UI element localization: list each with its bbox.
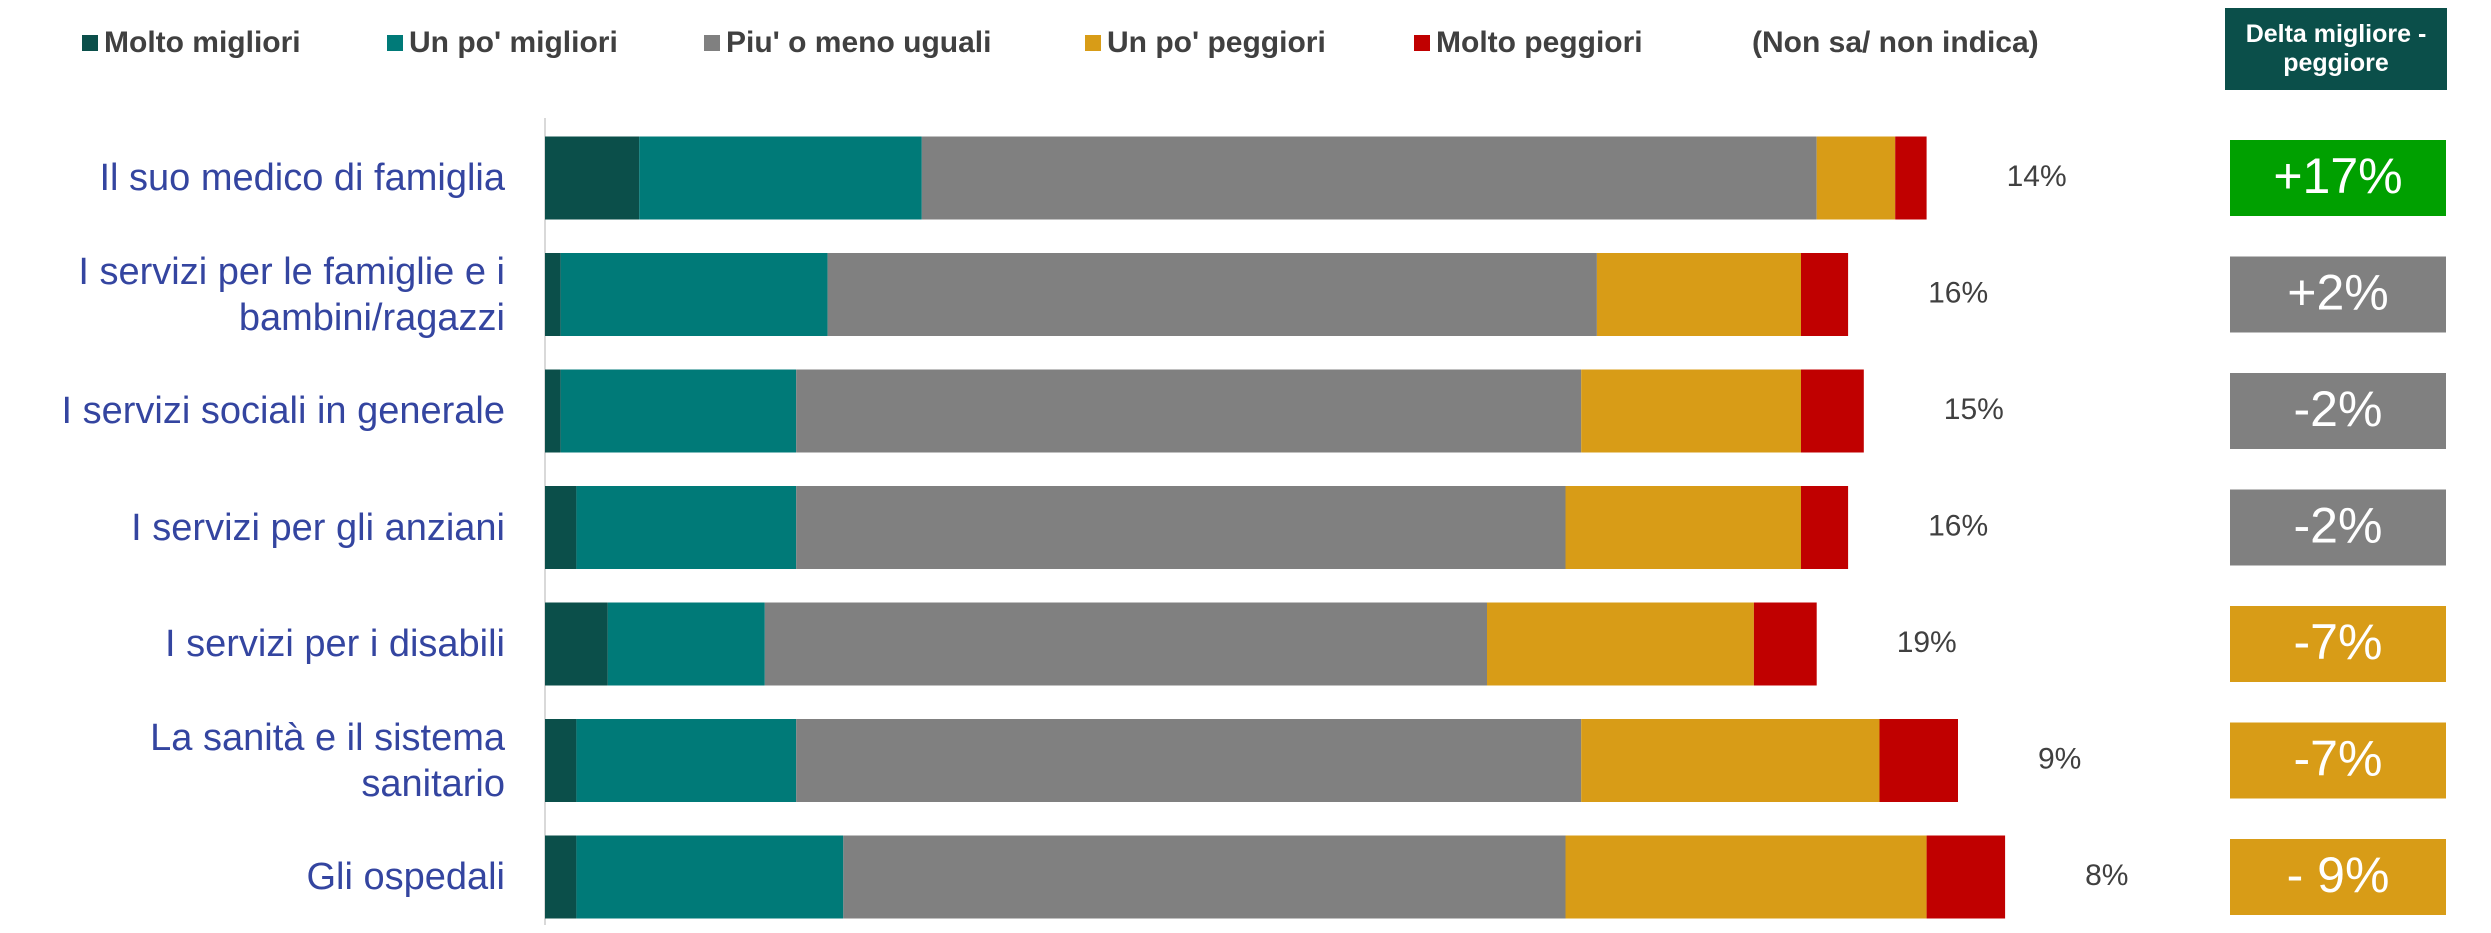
- delta-label: +2%: [2287, 265, 2388, 321]
- legend-label: Un po' migliori: [409, 26, 618, 59]
- bar-segment: [576, 835, 844, 919]
- bar-segment: [560, 253, 828, 336]
- bar-segment: [1801, 253, 1849, 336]
- legend-swatch: [1414, 35, 1430, 51]
- bar-segment: [576, 486, 797, 569]
- delta-box: [2230, 722, 2446, 799]
- bar-segment: [1753, 602, 1817, 686]
- legend-label: (Non sa/ non indica): [1752, 26, 2039, 59]
- delta-label: - 9%: [2287, 847, 2390, 903]
- bar-segment: [639, 136, 922, 220]
- bar-segment: [545, 602, 608, 686]
- bar-segment: [921, 136, 1817, 220]
- legend-label: Piu' o meno uguali: [726, 26, 991, 59]
- delta-box: [2230, 489, 2446, 566]
- category-label: I servizi sociali in generale: [61, 390, 505, 432]
- bar-segment: [1565, 835, 1927, 919]
- delta-box: [2230, 140, 2446, 216]
- delta-box: [2230, 606, 2446, 682]
- bar-segment: [1816, 136, 1896, 220]
- delta-label: -7%: [2294, 731, 2383, 787]
- bar-segment: [545, 486, 577, 569]
- bar-segment: [545, 719, 577, 802]
- bar-segment: [1926, 835, 2006, 919]
- bar-segment: [796, 719, 1582, 802]
- bar-segment: [545, 369, 561, 453]
- legend-swatch: [704, 35, 720, 51]
- non-sa-label: 14%: [2007, 160, 2067, 193]
- category-label: I servizi per i disabili: [165, 623, 505, 665]
- bar-segment: [1581, 719, 1880, 802]
- bar-segment: [1487, 602, 1754, 686]
- non-sa-label: 16%: [1928, 276, 1988, 309]
- bar-segment: [1596, 253, 1801, 336]
- bar-segment: [1565, 486, 1801, 569]
- legend-label: Molto peggiori: [1436, 26, 1643, 59]
- delta-box: [2230, 839, 2446, 915]
- bar-segment: [1581, 369, 1801, 453]
- bar-segment: [796, 486, 1566, 569]
- bar-segment: [560, 369, 797, 453]
- bar-segment: [1879, 719, 1958, 802]
- delta-label: +17%: [2273, 148, 2402, 204]
- bar-segment: [1801, 486, 1849, 569]
- bar-segment: [576, 719, 797, 802]
- bar-segment: [607, 602, 765, 686]
- legend-swatch: [387, 35, 403, 51]
- delta-box: [2230, 373, 2446, 449]
- bar-segment: [1895, 136, 1927, 220]
- bar-segment: [764, 602, 1487, 686]
- delta-label: -7%: [2294, 614, 2383, 670]
- category-label: La sanità e il sistema sanitario: [150, 716, 505, 805]
- bar-segment: [545, 835, 577, 919]
- bar-segment: [1801, 369, 1864, 453]
- legend-swatch: [82, 35, 98, 51]
- legend-swatch: [1085, 35, 1101, 51]
- non-sa-label: 15%: [1944, 393, 2004, 426]
- category-label: Gli ospedali: [306, 856, 505, 898]
- delta-box: [2230, 256, 2446, 333]
- delta-label: -2%: [2294, 498, 2383, 554]
- bar-segment: [843, 835, 1566, 919]
- category-label: I servizi per le famiglie e i bambini/ra…: [78, 250, 505, 339]
- non-sa-label: 19%: [1897, 626, 1957, 659]
- category-label: Il suo medico di famiglia: [99, 157, 505, 199]
- legend-label: Molto migliori: [104, 26, 301, 59]
- delta-label: -2%: [2294, 381, 2383, 437]
- non-sa-label: 9%: [2038, 742, 2081, 775]
- category-label: I servizi per gli anziani: [131, 506, 505, 549]
- delta-header: Delta migliore - peggiore: [2225, 8, 2447, 90]
- non-sa-label: 16%: [1928, 509, 1988, 542]
- bar-segment: [796, 369, 1582, 453]
- bar-segment: [545, 253, 561, 336]
- bar-segment: [545, 136, 640, 220]
- bar-segment: [827, 253, 1597, 336]
- non-sa-label: 8%: [2085, 859, 2128, 892]
- legend-label: Un po' peggiori: [1107, 26, 1326, 59]
